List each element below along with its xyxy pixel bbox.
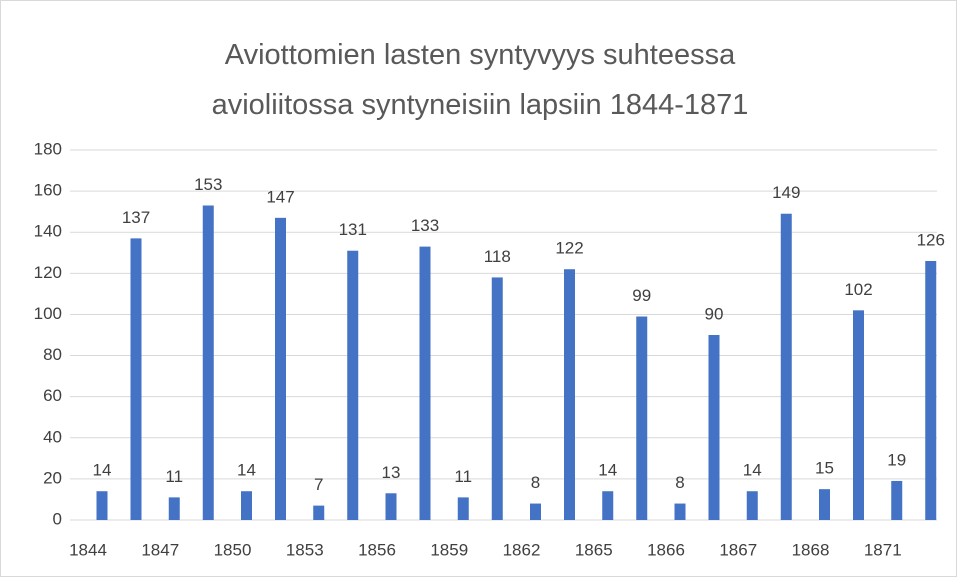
x-tick-label: 1865 — [575, 540, 613, 559]
bar — [564, 269, 575, 520]
data-label: 118 — [484, 247, 511, 266]
y-tick-label: 80 — [43, 345, 62, 364]
y-tick-label: 20 — [43, 468, 62, 487]
bar — [491, 277, 503, 520]
bar — [819, 489, 830, 520]
data-label: 90 — [705, 304, 724, 323]
data-label: 137 — [122, 208, 150, 227]
bar — [853, 310, 864, 520]
x-tick-label: 1853 — [286, 540, 324, 559]
bar — [130, 238, 142, 520]
x-tick-label: 1847 — [141, 540, 179, 559]
data-label: 133 — [411, 216, 439, 235]
bar — [636, 316, 648, 520]
x-tick-label: 1867 — [719, 540, 757, 559]
data-label: 153 — [194, 175, 222, 194]
data-label: 131 — [339, 220, 367, 239]
data-label: 147 — [266, 187, 294, 206]
bar — [313, 505, 325, 520]
bar — [746, 491, 758, 520]
x-tick-label: 1866 — [647, 540, 685, 559]
y-tick-label: 0 — [53, 509, 62, 528]
bar — [241, 491, 252, 520]
data-label: 11 — [165, 467, 183, 486]
y-tick-label: 160 — [34, 181, 62, 200]
bar — [708, 335, 720, 520]
x-tick-label: 1850 — [214, 540, 252, 559]
data-label: 19 — [887, 450, 906, 469]
data-label: 8 — [675, 473, 684, 492]
data-label: 7 — [314, 475, 323, 494]
bar — [385, 493, 397, 520]
data-label: 102 — [844, 280, 872, 299]
y-tick-label: 40 — [43, 427, 62, 446]
data-label: 13 — [382, 463, 401, 482]
y-tick-label: 120 — [34, 263, 62, 282]
bar — [96, 491, 108, 520]
x-tick-label: 1862 — [503, 540, 541, 559]
bar — [602, 491, 614, 520]
bar — [419, 246, 431, 520]
data-label: 126 — [917, 230, 945, 249]
data-label: 8 — [531, 473, 540, 492]
x-tick-label: 1844 — [69, 540, 107, 559]
bar — [674, 503, 686, 520]
bar — [530, 503, 541, 520]
y-tick-label: 60 — [43, 386, 62, 405]
x-tick-label: 1856 — [358, 540, 396, 559]
data-label: 122 — [555, 239, 583, 258]
data-label: 14 — [598, 461, 617, 480]
x-tick-label: 1871 — [864, 540, 902, 559]
bar — [202, 205, 214, 520]
chart-title: Aviottomien lasten syntyvyys suhteessa a… — [211, 39, 749, 121]
bar — [780, 213, 792, 520]
x-tick-label: 1859 — [430, 540, 468, 559]
y-tick-label: 180 — [34, 139, 62, 158]
bar — [925, 261, 937, 520]
data-label: 14 — [237, 461, 256, 480]
bar — [168, 497, 180, 520]
data-label: 11 — [454, 467, 472, 486]
bar — [891, 480, 903, 520]
bar — [347, 250, 359, 520]
data-label: 14 — [743, 461, 762, 480]
data-label: 14 — [93, 461, 112, 480]
data-label: 15 — [815, 459, 834, 478]
data-label: 149 — [772, 183, 800, 202]
bar — [275, 217, 286, 521]
y-tick-label: 100 — [34, 304, 62, 323]
data-label: 99 — [632, 286, 651, 305]
y-tick-label: 140 — [34, 222, 62, 241]
x-tick-label: 1868 — [792, 540, 830, 559]
bar — [457, 497, 469, 520]
